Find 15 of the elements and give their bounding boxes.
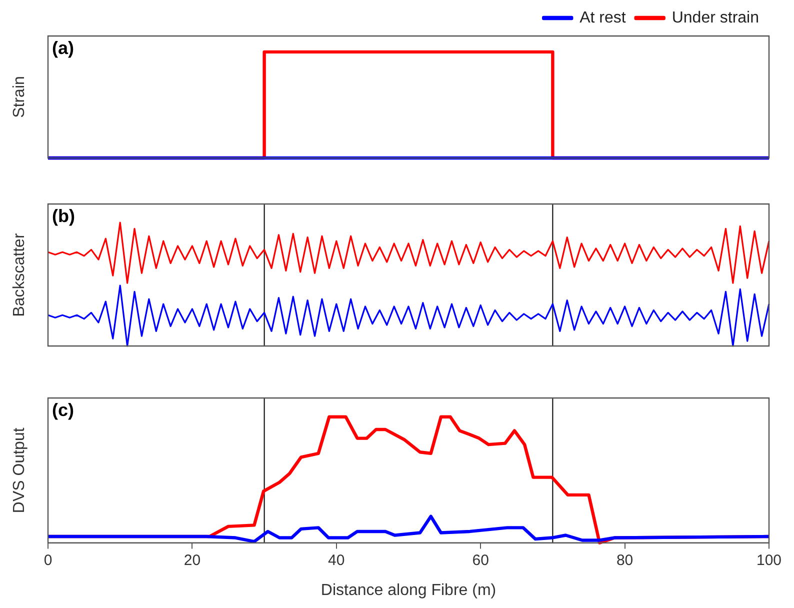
x-tick-label: 100	[756, 552, 782, 569]
annotation: (b)	[52, 206, 75, 226]
legend-label: Under strain	[672, 9, 760, 26]
x-tick-label: 40	[328, 552, 345, 569]
x-tick-label: 60	[472, 552, 489, 569]
x-tick-label: 20	[184, 552, 201, 569]
x-tick-label: 0	[44, 552, 52, 569]
y-axis-title: Backscatter	[11, 232, 28, 317]
annotation: (c)	[52, 400, 74, 420]
x-tick-label: 80	[616, 552, 634, 569]
x-axis-title: Distance along Fibre (m)	[320, 582, 496, 599]
legend-label: At rest	[580, 9, 626, 26]
y-axis-title: DVS Output	[11, 427, 28, 514]
annotation: (a)	[52, 38, 74, 58]
y-axis-title: Strain	[11, 76, 28, 118]
